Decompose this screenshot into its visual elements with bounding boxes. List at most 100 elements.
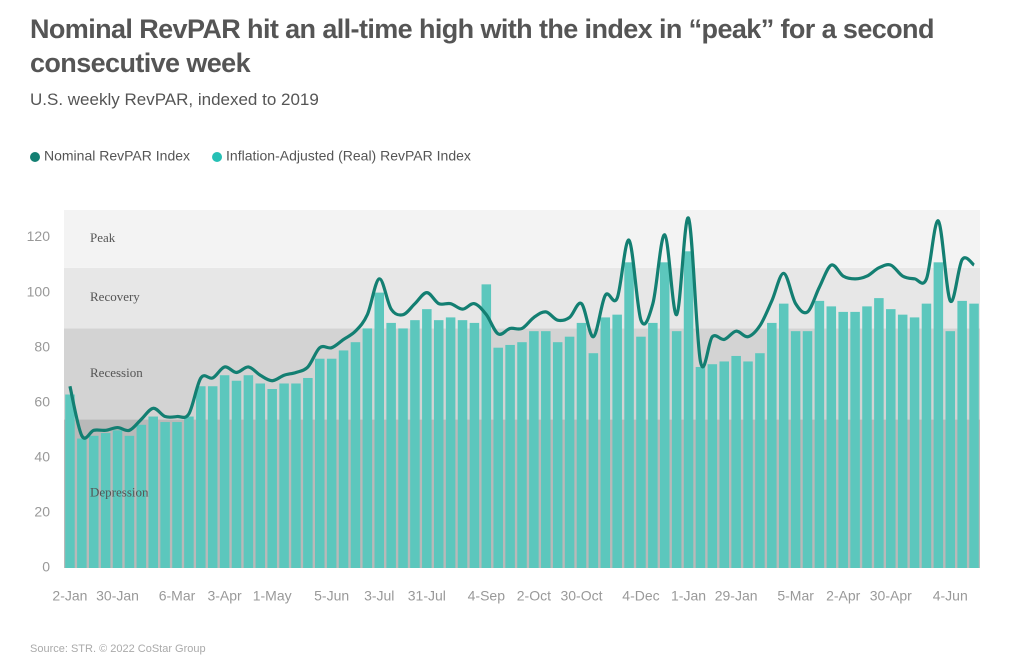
bar [636, 336, 646, 568]
bar [207, 386, 218, 568]
bar [124, 435, 135, 568]
x-tick-label: 4-Sep [468, 588, 506, 604]
legend-swatch [30, 152, 40, 162]
bar [600, 317, 611, 568]
bar [77, 438, 87, 568]
bar [481, 284, 492, 568]
bar [148, 416, 158, 568]
bar [88, 435, 99, 568]
bar [541, 331, 551, 568]
bar [731, 355, 741, 568]
bar [933, 262, 944, 568]
bar [517, 342, 527, 568]
x-tick-label: 1-Jan [671, 588, 706, 604]
bar [755, 353, 765, 568]
bar [683, 251, 694, 569]
x-tick-label: 2-Oct [517, 588, 551, 604]
bar [231, 380, 242, 568]
source-note: Source: STR. © 2022 CoStar Group [30, 643, 206, 655]
x-tick-label: 5-Mar [777, 588, 814, 604]
zone-label: Recession [90, 365, 143, 380]
y-tick-label: 80 [34, 338, 50, 354]
chart-title: Nominal RevPAR hit an all-time high with… [30, 14, 934, 78]
x-tick-label: 3-Apr [207, 588, 242, 604]
bar [838, 311, 848, 568]
y-tick-label: 0 [42, 559, 50, 575]
x-tick-label: 29-Jan [715, 588, 758, 604]
bar [243, 375, 254, 568]
bar [196, 386, 206, 568]
chart-subtitle: U.S. weekly RevPAR, indexed to 2019 [30, 90, 319, 109]
bar [457, 320, 468, 568]
bar [422, 309, 432, 568]
y-tick-label: 40 [34, 449, 50, 465]
bar [291, 383, 301, 568]
bar [100, 433, 111, 568]
bar [279, 383, 289, 568]
x-tick-label: 30-Apr [870, 588, 912, 604]
bar [671, 331, 682, 568]
bar [743, 361, 753, 568]
bar [850, 311, 860, 568]
bar [790, 331, 801, 568]
bar [529, 331, 539, 568]
x-tick-label: 30-Oct [560, 588, 602, 604]
bar [184, 416, 194, 568]
bar [112, 430, 123, 568]
x-tick-label: 31-Jul [408, 588, 446, 604]
bar [315, 358, 325, 568]
bar [767, 322, 777, 568]
bar [445, 317, 456, 568]
bar [695, 366, 706, 568]
bar [921, 303, 932, 568]
legend-label: Inflation-Adjusted (Real) RevPAR Index [226, 148, 471, 164]
bar [552, 342, 563, 568]
bar [374, 292, 385, 568]
bar [814, 300, 825, 568]
line [68, 216, 976, 440]
bar [493, 347, 503, 568]
bar [576, 322, 587, 568]
zone-band [64, 210, 980, 268]
bar [398, 328, 408, 568]
bar [326, 358, 337, 568]
x-tick-label: 6-Mar [159, 588, 196, 604]
x-tick-label: 5-Jun [314, 588, 349, 604]
bar [410, 320, 420, 568]
x-tick-label: 2-Jan [52, 588, 87, 604]
x-tick-label: 4-Jun [933, 588, 968, 604]
bar [255, 383, 266, 568]
bar [945, 331, 956, 568]
bar [588, 353, 599, 568]
y-tick-label: 60 [34, 393, 50, 409]
bar [659, 262, 670, 568]
bar [897, 314, 908, 568]
bar [386, 322, 396, 568]
x-tick-label: 3-Jul [364, 588, 394, 604]
zone-label: Depression [90, 485, 149, 500]
bar [707, 364, 718, 568]
bar [969, 303, 979, 568]
bar [874, 298, 884, 568]
bar [362, 328, 373, 568]
bar [338, 350, 349, 568]
bar [886, 309, 896, 568]
bar [778, 303, 789, 568]
bar [160, 422, 170, 568]
bar [826, 306, 837, 568]
bar [469, 322, 480, 568]
bar [909, 317, 920, 568]
bar [802, 331, 813, 568]
bar [172, 422, 182, 568]
bar [648, 322, 658, 568]
bar [505, 344, 515, 568]
bar [862, 306, 872, 568]
bar [219, 375, 230, 568]
bar [267, 389, 277, 568]
legend-label: Nominal RevPAR Index [44, 148, 190, 164]
y-tick-label: 20 [34, 504, 50, 520]
bar [612, 314, 622, 568]
y-tick-label: 100 [27, 283, 51, 299]
legend-swatch [212, 152, 223, 162]
